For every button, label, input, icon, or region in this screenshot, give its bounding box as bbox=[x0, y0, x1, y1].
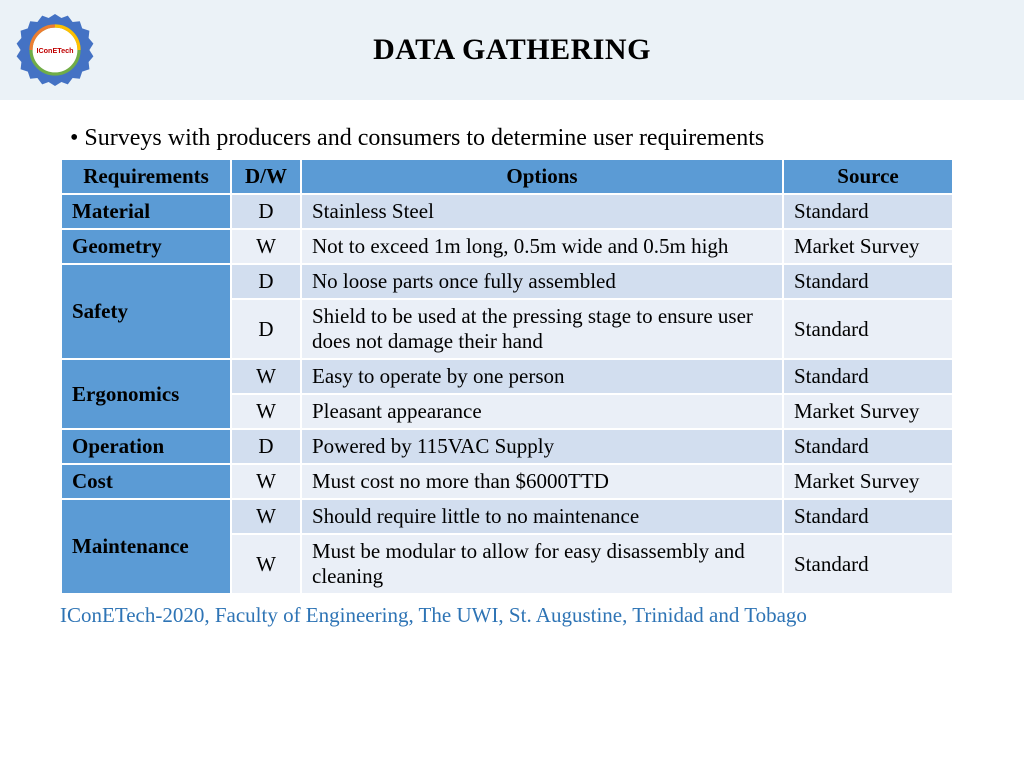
footer-text: IConETech-2020, Faculty of Engineering, … bbox=[0, 595, 1024, 628]
option-cell: Must be modular to allow for easy disass… bbox=[301, 534, 783, 594]
option-cell: Must cost no more than $6000TTD bbox=[301, 464, 783, 499]
option-cell: Not to exceed 1m long, 0.5m wide and 0.5… bbox=[301, 229, 783, 264]
dw-cell: D bbox=[231, 194, 301, 229]
dw-cell: W bbox=[231, 499, 301, 534]
dw-cell: D bbox=[231, 264, 301, 299]
table-row: CostWMust cost no more than $6000TTDMark… bbox=[61, 464, 953, 499]
requirement-cell: Material bbox=[61, 194, 231, 229]
source-cell: Standard bbox=[783, 359, 953, 394]
dw-cell: W bbox=[231, 464, 301, 499]
dw-cell: D bbox=[231, 429, 301, 464]
table-row: ErgonomicsWEasy to operate by one person… bbox=[61, 359, 953, 394]
source-cell: Standard bbox=[783, 499, 953, 534]
source-cell: Standard bbox=[783, 429, 953, 464]
source-cell: Standard bbox=[783, 194, 953, 229]
requirement-cell: Maintenance bbox=[61, 499, 231, 594]
option-cell: Easy to operate by one person bbox=[301, 359, 783, 394]
table-header: Requirements bbox=[61, 159, 231, 194]
page-title: DATA GATHERING bbox=[20, 33, 1004, 67]
option-cell: Should require little to no maintenance bbox=[301, 499, 783, 534]
source-cell: Market Survey bbox=[783, 394, 953, 429]
requirement-cell: Operation bbox=[61, 429, 231, 464]
bullet-text: Surveys with producers and consumers to … bbox=[60, 125, 954, 152]
source-cell: Market Survey bbox=[783, 464, 953, 499]
requirement-cell: Geometry bbox=[61, 229, 231, 264]
table-header: Options bbox=[301, 159, 783, 194]
requirements-table: RequirementsD/WOptionsSource MaterialDSt… bbox=[60, 158, 954, 595]
source-cell: Standard bbox=[783, 534, 953, 594]
table-row: OperationDPowered by 115VAC SupplyStanda… bbox=[61, 429, 953, 464]
table-row: SafetyDNo loose parts once fully assembl… bbox=[61, 264, 953, 299]
dw-cell: W bbox=[231, 229, 301, 264]
source-cell: Standard bbox=[783, 299, 953, 359]
option-cell: Pleasant appearance bbox=[301, 394, 783, 429]
content-area: Surveys with producers and consumers to … bbox=[0, 100, 1024, 595]
header-band: IConETech DATA GATHERING bbox=[0, 0, 1024, 100]
source-cell: Standard bbox=[783, 264, 953, 299]
option-cell: Shield to be used at the pressing stage … bbox=[301, 299, 783, 359]
dw-cell: W bbox=[231, 394, 301, 429]
table-header: Source bbox=[783, 159, 953, 194]
table-row: GeometryWNot to exceed 1m long, 0.5m wid… bbox=[61, 229, 953, 264]
option-cell: Stainless Steel bbox=[301, 194, 783, 229]
dw-cell: W bbox=[231, 534, 301, 594]
table-row: MaintenanceWShould require little to no … bbox=[61, 499, 953, 534]
option-cell: Powered by 115VAC Supply bbox=[301, 429, 783, 464]
dw-cell: D bbox=[231, 299, 301, 359]
svg-text:IConETech: IConETech bbox=[36, 46, 73, 55]
dw-cell: W bbox=[231, 359, 301, 394]
source-cell: Market Survey bbox=[783, 229, 953, 264]
table-row: MaterialDStainless SteelStandard bbox=[61, 194, 953, 229]
table-header: D/W bbox=[231, 159, 301, 194]
conference-logo: IConETech bbox=[15, 10, 95, 90]
requirement-cell: Cost bbox=[61, 464, 231, 499]
requirement-cell: Safety bbox=[61, 264, 231, 359]
requirement-cell: Ergonomics bbox=[61, 359, 231, 429]
option-cell: No loose parts once fully assembled bbox=[301, 264, 783, 299]
